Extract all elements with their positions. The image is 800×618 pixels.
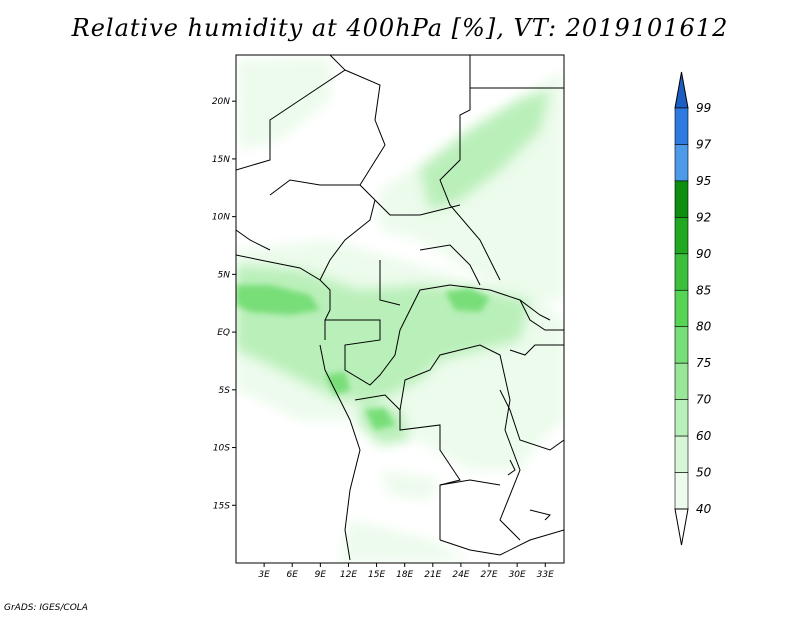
- colorbar-label: 95: [696, 174, 711, 188]
- colorbar-box: [674, 253, 689, 291]
- colorbar-box: [674, 362, 689, 400]
- lat-tick-label: 15N: [212, 155, 230, 165]
- colorbar-label: 90: [696, 247, 712, 261]
- colorbar-label: 60: [696, 429, 712, 443]
- lon-tick-label: 24E: [452, 570, 469, 580]
- colorbar-label: 99: [696, 101, 711, 115]
- colorbar-label: 75: [696, 356, 711, 370]
- colorbar-box: [674, 217, 689, 255]
- colorbar-label: 50: [696, 466, 712, 480]
- colorbar-label: 80: [696, 320, 712, 334]
- grads-credit: GrADS: IGES/COLA: [4, 603, 88, 613]
- humidity-field: [236, 58, 564, 562]
- colorbar-box: [674, 326, 689, 364]
- colorbar-top-arrow: [674, 71, 689, 109]
- colorbar-box: [674, 289, 689, 328]
- colorbar-box: [674, 180, 689, 218]
- colorbar-box: [674, 399, 689, 437]
- lat-tick-label: 15S: [213, 501, 230, 511]
- lon-tick-label: 21E: [424, 570, 441, 580]
- lon-tick-label: 15E: [368, 570, 385, 580]
- lat-tick-label: 5S: [219, 386, 231, 396]
- colorbar-label: 40: [696, 502, 712, 516]
- colorbar-bottom-arrow: [674, 508, 689, 546]
- lon-tick-label: 30E: [509, 570, 526, 580]
- lon-tick-label: 3E: [258, 570, 270, 580]
- latitude-axis: 20N 15N 10N 5N EQ 5S 10S 15S: [212, 97, 236, 511]
- lat-tick-label: 5N: [218, 270, 231, 280]
- map-title: Relative humidity at 400hPa [%], VT: 201…: [71, 14, 729, 42]
- lat-tick-label: 10S: [213, 444, 230, 454]
- colorbar-label: 97: [696, 137, 712, 151]
- country-borders: [236, 55, 564, 561]
- colorbar-box: [674, 107, 689, 145]
- longitude-axis: 3E 6E 9E 12E 15E 18E 21E 24E 27E 30E 33E: [258, 563, 554, 580]
- lon-tick-label: 12E: [340, 570, 357, 580]
- colorbar-box: [674, 435, 689, 473]
- lon-tick-label: 18E: [396, 570, 413, 580]
- map-frame: [235, 54, 565, 564]
- colorbar-label: 92: [696, 210, 711, 224]
- lon-tick-label: 27E: [480, 570, 497, 580]
- colorbar-label: 85: [696, 283, 711, 297]
- lat-tick-label: 20N: [212, 97, 230, 107]
- colorbar-box: [674, 472, 689, 510]
- colorbar: 99 97 95 92 90 85 80 75 70 60 50 40: [674, 71, 712, 546]
- colorbar-label: 70: [696, 393, 712, 407]
- lat-tick-label: 10N: [212, 213, 230, 223]
- colorbar-box: [674, 144, 689, 182]
- lon-tick-label: 33E: [537, 570, 554, 580]
- lat-tick-label: EQ: [217, 328, 230, 338]
- lon-tick-label: 6E: [287, 570, 299, 580]
- lon-tick-label: 9E: [315, 570, 327, 580]
- humidity-80-region: [236, 285, 490, 430]
